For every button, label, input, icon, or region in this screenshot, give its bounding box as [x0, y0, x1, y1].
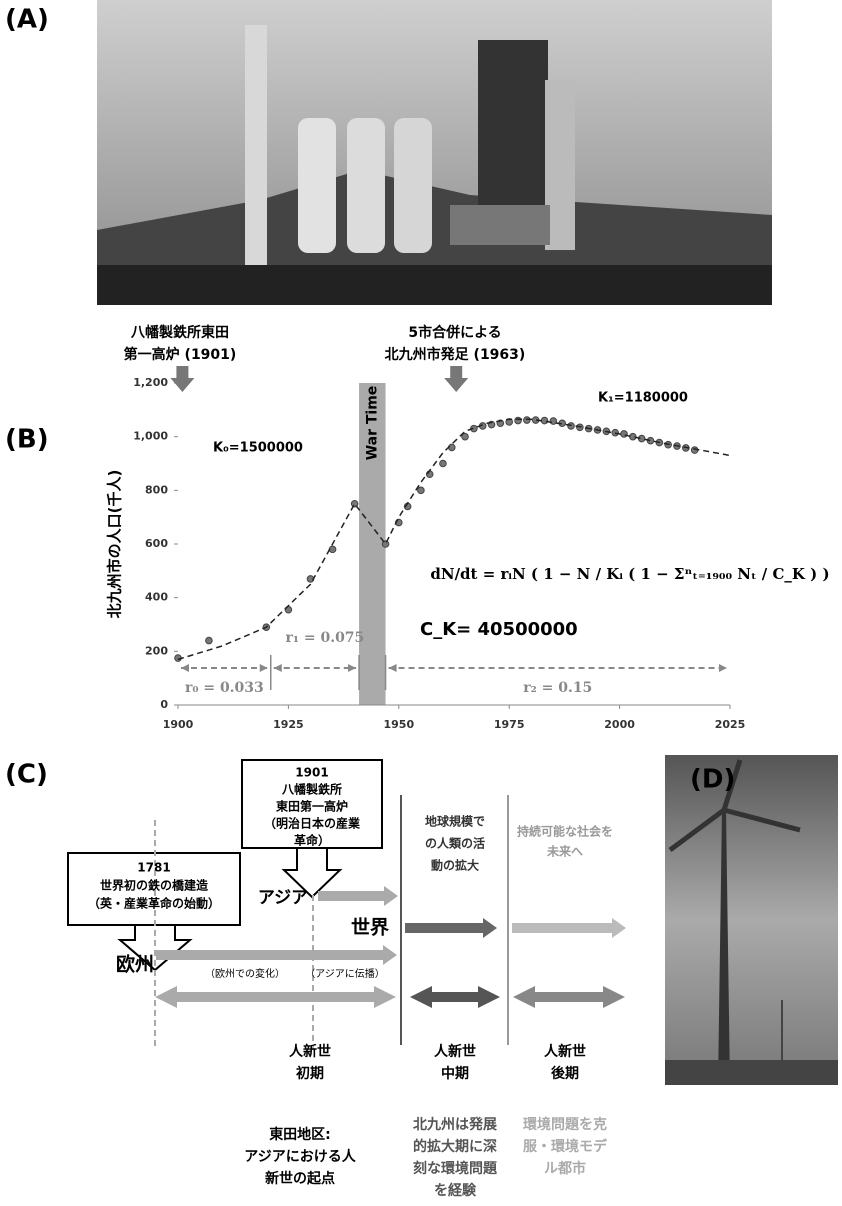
era: 初期 [296, 1065, 324, 1082]
europe: 欧州 [116, 953, 154, 976]
y-tick-label: 200 [145, 644, 168, 657]
arrow [410, 986, 500, 1008]
x-tick-label: 1900 [163, 718, 194, 731]
period-head [719, 664, 727, 672]
asia: アジア [258, 888, 308, 908]
y-tick-label: 1,200 [133, 376, 168, 389]
data-point [426, 471, 433, 478]
era: 人新世 [544, 1043, 586, 1060]
note: 新世の起点 [265, 1170, 335, 1187]
note: 環境問題を克 [523, 1116, 607, 1133]
y-axis-title: 北九州市の人口(千人) [106, 470, 124, 619]
note: 服・環境モデ [523, 1138, 608, 1155]
event-label: 5市合併による [408, 324, 501, 341]
box-text: 八幡製鉄所 [281, 782, 342, 797]
data-point [524, 417, 531, 424]
box-text: 1781 [137, 861, 170, 875]
arrow [512, 918, 626, 938]
asia-spread: （アジアに伝播） [305, 967, 385, 980]
global-text: 動の拡大 [431, 858, 479, 873]
data-point [418, 487, 425, 494]
period-head [348, 664, 356, 672]
note: を経験 [434, 1182, 477, 1199]
panel-label: (D) [690, 765, 735, 795]
era: 人新世 [434, 1043, 476, 1060]
k0: K₀=1500000 [213, 441, 303, 456]
x-tick-label: 1950 [383, 718, 414, 731]
event-label: 第一高炉 (1901) [124, 346, 237, 363]
k1: K₁=1180000 [598, 391, 688, 406]
x-tick-label: 1975 [494, 718, 525, 731]
chart: War Time 0 200 400 600 800 1,000 1,200 1900 1925 1… [106, 324, 830, 731]
figure: War Time 0 200 400 600 800 1,000 1,200 1900 1925 1… [0, 0, 842, 1202]
period-head [260, 664, 268, 672]
europe-change: （欧州での変化） [205, 967, 285, 980]
note: ル都市 [544, 1160, 586, 1177]
data-point [550, 418, 557, 425]
event-label: 八幡製鉄所東田 [130, 324, 229, 341]
era: 中期 [441, 1065, 469, 1082]
note: 北九州は発展 [413, 1116, 497, 1133]
era: 後期 [551, 1065, 579, 1082]
equation: dN/dt = rᵢN ( 1 − N / Kᵢ ( 1 − Σⁿₜ₌₁₉₀₀ … [430, 565, 829, 583]
event-arrow [170, 366, 194, 392]
event-label: 北九州市発足 (1963) [385, 346, 526, 363]
arrow [155, 986, 396, 1008]
arrow [405, 918, 497, 938]
y-tick-label: 400 [145, 591, 168, 604]
box-text: （明治日本の産業 [264, 816, 361, 831]
note: 的拡大期に深 [413, 1138, 497, 1155]
data-point [440, 460, 447, 467]
note: 刻な環境問題 [413, 1160, 498, 1177]
sustainable-text: 持続可能な社会を [517, 824, 613, 839]
panel-label: (C) [5, 760, 48, 790]
data-point [515, 417, 522, 424]
data-point [621, 431, 628, 438]
note: アジアにおける人 [244, 1148, 356, 1165]
photo-d [665, 755, 838, 1085]
ck: C_K= 40500000 [420, 619, 578, 640]
world: 世界 [351, 917, 389, 939]
y-tick-label: 1,000 [133, 430, 168, 443]
x-tick-label: 2025 [715, 718, 746, 731]
box-text: 世界初の鉄の橋建造 [100, 878, 209, 893]
note: 東田地区: [269, 1126, 331, 1143]
global-text: 地球規模で [425, 814, 485, 829]
era: 人新世 [289, 1043, 331, 1060]
x-tick-label: 1925 [273, 718, 304, 731]
rate-label: r₀ = 0.033 [185, 680, 264, 696]
event-arrow [444, 366, 468, 392]
period-head [181, 664, 189, 672]
period-head [389, 664, 397, 672]
box-text: 1901 [295, 766, 328, 780]
rate-label: r₂ = 0.15 [523, 680, 592, 696]
box-text: 革命） [294, 833, 330, 848]
sustainable-text: 未来へ [546, 844, 583, 859]
arrow [318, 886, 398, 906]
arrow [513, 986, 625, 1008]
x-tick-label: 2000 [604, 718, 635, 731]
photo-a [97, 0, 772, 305]
panel-label: (B) [5, 425, 49, 455]
period-head [274, 664, 282, 672]
y-tick-label: 600 [145, 537, 168, 550]
war-label: War Time [364, 386, 380, 461]
y-tick-label: 800 [145, 483, 168, 496]
data-point [541, 417, 548, 424]
panel-label: (A) [5, 5, 49, 35]
box-text: 東田第一高炉 [276, 799, 348, 814]
global-text: の人類の活 [425, 836, 485, 851]
data-point [206, 637, 213, 644]
rate-label: r₁ = 0.075 [285, 630, 364, 646]
y-tick-label: 0 [160, 698, 168, 711]
arrow [156, 945, 397, 965]
box-text: （英・産業革命の始動） [88, 896, 220, 911]
